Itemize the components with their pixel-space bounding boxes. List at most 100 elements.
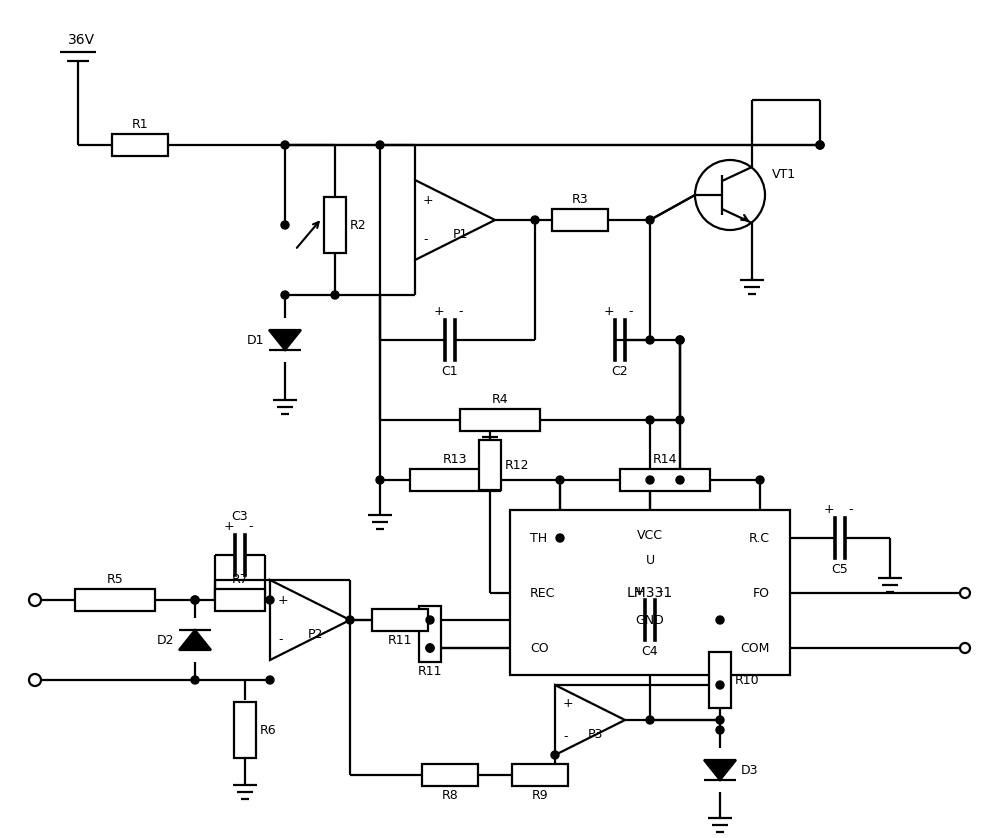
Circle shape (191, 596, 199, 604)
Text: D3: D3 (741, 763, 759, 777)
Text: VCC: VCC (637, 529, 663, 541)
Text: 36V: 36V (68, 33, 95, 47)
Text: R12: R12 (505, 458, 530, 472)
Bar (512, 764, 568, 786)
Circle shape (556, 534, 564, 542)
Circle shape (531, 216, 539, 224)
Text: P2: P2 (307, 628, 323, 641)
Text: R3: R3 (572, 193, 588, 206)
Text: -: - (249, 520, 253, 533)
Text: -: - (563, 731, 568, 743)
Circle shape (646, 716, 654, 724)
Text: TH: TH (530, 531, 547, 545)
Text: R6: R6 (260, 723, 277, 737)
Text: U: U (645, 554, 655, 566)
Circle shape (646, 216, 654, 224)
Bar (419, 606, 441, 662)
Bar (460, 409, 540, 431)
Text: P1: P1 (452, 228, 468, 241)
Text: R4: R4 (492, 393, 508, 406)
Text: R14: R14 (653, 453, 677, 466)
Text: -: - (459, 305, 463, 318)
Text: R2: R2 (350, 219, 367, 231)
Bar (324, 197, 346, 253)
Circle shape (266, 676, 274, 684)
Text: R11: R11 (418, 665, 442, 678)
Text: +: + (224, 520, 234, 533)
Text: +: + (423, 194, 434, 206)
Text: VT1: VT1 (772, 168, 796, 182)
Circle shape (716, 726, 724, 734)
Text: -: - (423, 234, 428, 246)
Bar (709, 652, 731, 708)
Text: R11: R11 (388, 634, 412, 647)
Bar (372, 609, 428, 631)
Circle shape (646, 336, 654, 344)
Bar (215, 589, 265, 611)
Text: +: + (278, 593, 289, 607)
Circle shape (266, 596, 274, 604)
Circle shape (676, 336, 684, 344)
Text: R8: R8 (442, 789, 458, 802)
Text: C4: C4 (642, 645, 658, 658)
Text: +: + (434, 305, 444, 318)
Circle shape (281, 291, 289, 299)
Text: C3: C3 (232, 510, 248, 523)
Bar (410, 469, 500, 491)
Circle shape (676, 476, 684, 484)
Circle shape (716, 681, 724, 689)
Text: +: + (634, 585, 644, 598)
Circle shape (346, 616, 354, 624)
Text: +: + (604, 305, 614, 318)
Text: GND: GND (636, 613, 664, 627)
Circle shape (281, 221, 289, 229)
Text: P3: P3 (587, 728, 603, 741)
Circle shape (756, 476, 764, 484)
Text: LM331: LM331 (627, 586, 673, 600)
Bar (112, 134, 168, 156)
Circle shape (376, 476, 384, 484)
Text: R7: R7 (232, 573, 248, 586)
Text: D2: D2 (156, 634, 174, 646)
Bar (479, 440, 501, 490)
Circle shape (426, 644, 434, 652)
Text: R5: R5 (107, 573, 123, 586)
Circle shape (716, 716, 724, 724)
Polygon shape (269, 330, 301, 350)
Text: COM: COM (741, 642, 770, 654)
Circle shape (191, 596, 199, 604)
Bar (552, 209, 608, 231)
Text: CO: CO (530, 642, 549, 654)
Text: -: - (278, 634, 283, 646)
Text: R13: R13 (443, 453, 467, 466)
Circle shape (376, 141, 384, 149)
Text: C5: C5 (832, 563, 848, 576)
Text: R.C: R.C (749, 531, 770, 545)
Text: -: - (659, 585, 663, 598)
Text: +: + (563, 696, 574, 710)
Text: R9: R9 (532, 789, 548, 802)
Circle shape (676, 336, 684, 344)
Polygon shape (179, 630, 211, 650)
Circle shape (646, 416, 654, 424)
Circle shape (426, 616, 434, 624)
Circle shape (646, 476, 654, 484)
Bar (234, 702, 256, 758)
Text: R10: R10 (735, 674, 760, 686)
Circle shape (716, 616, 724, 624)
Text: +: + (824, 503, 834, 516)
Bar (510, 510, 790, 675)
Text: FO: FO (753, 587, 770, 599)
Text: D1: D1 (246, 334, 264, 346)
Circle shape (551, 751, 559, 759)
Circle shape (191, 676, 199, 684)
Circle shape (816, 141, 824, 149)
Text: REC: REC (530, 587, 555, 599)
Text: C2: C2 (612, 365, 628, 378)
Polygon shape (704, 760, 736, 780)
Bar (620, 469, 710, 491)
Bar (75, 589, 155, 611)
Text: C1: C1 (442, 365, 458, 378)
Circle shape (816, 141, 824, 149)
Text: R1: R1 (132, 118, 148, 131)
